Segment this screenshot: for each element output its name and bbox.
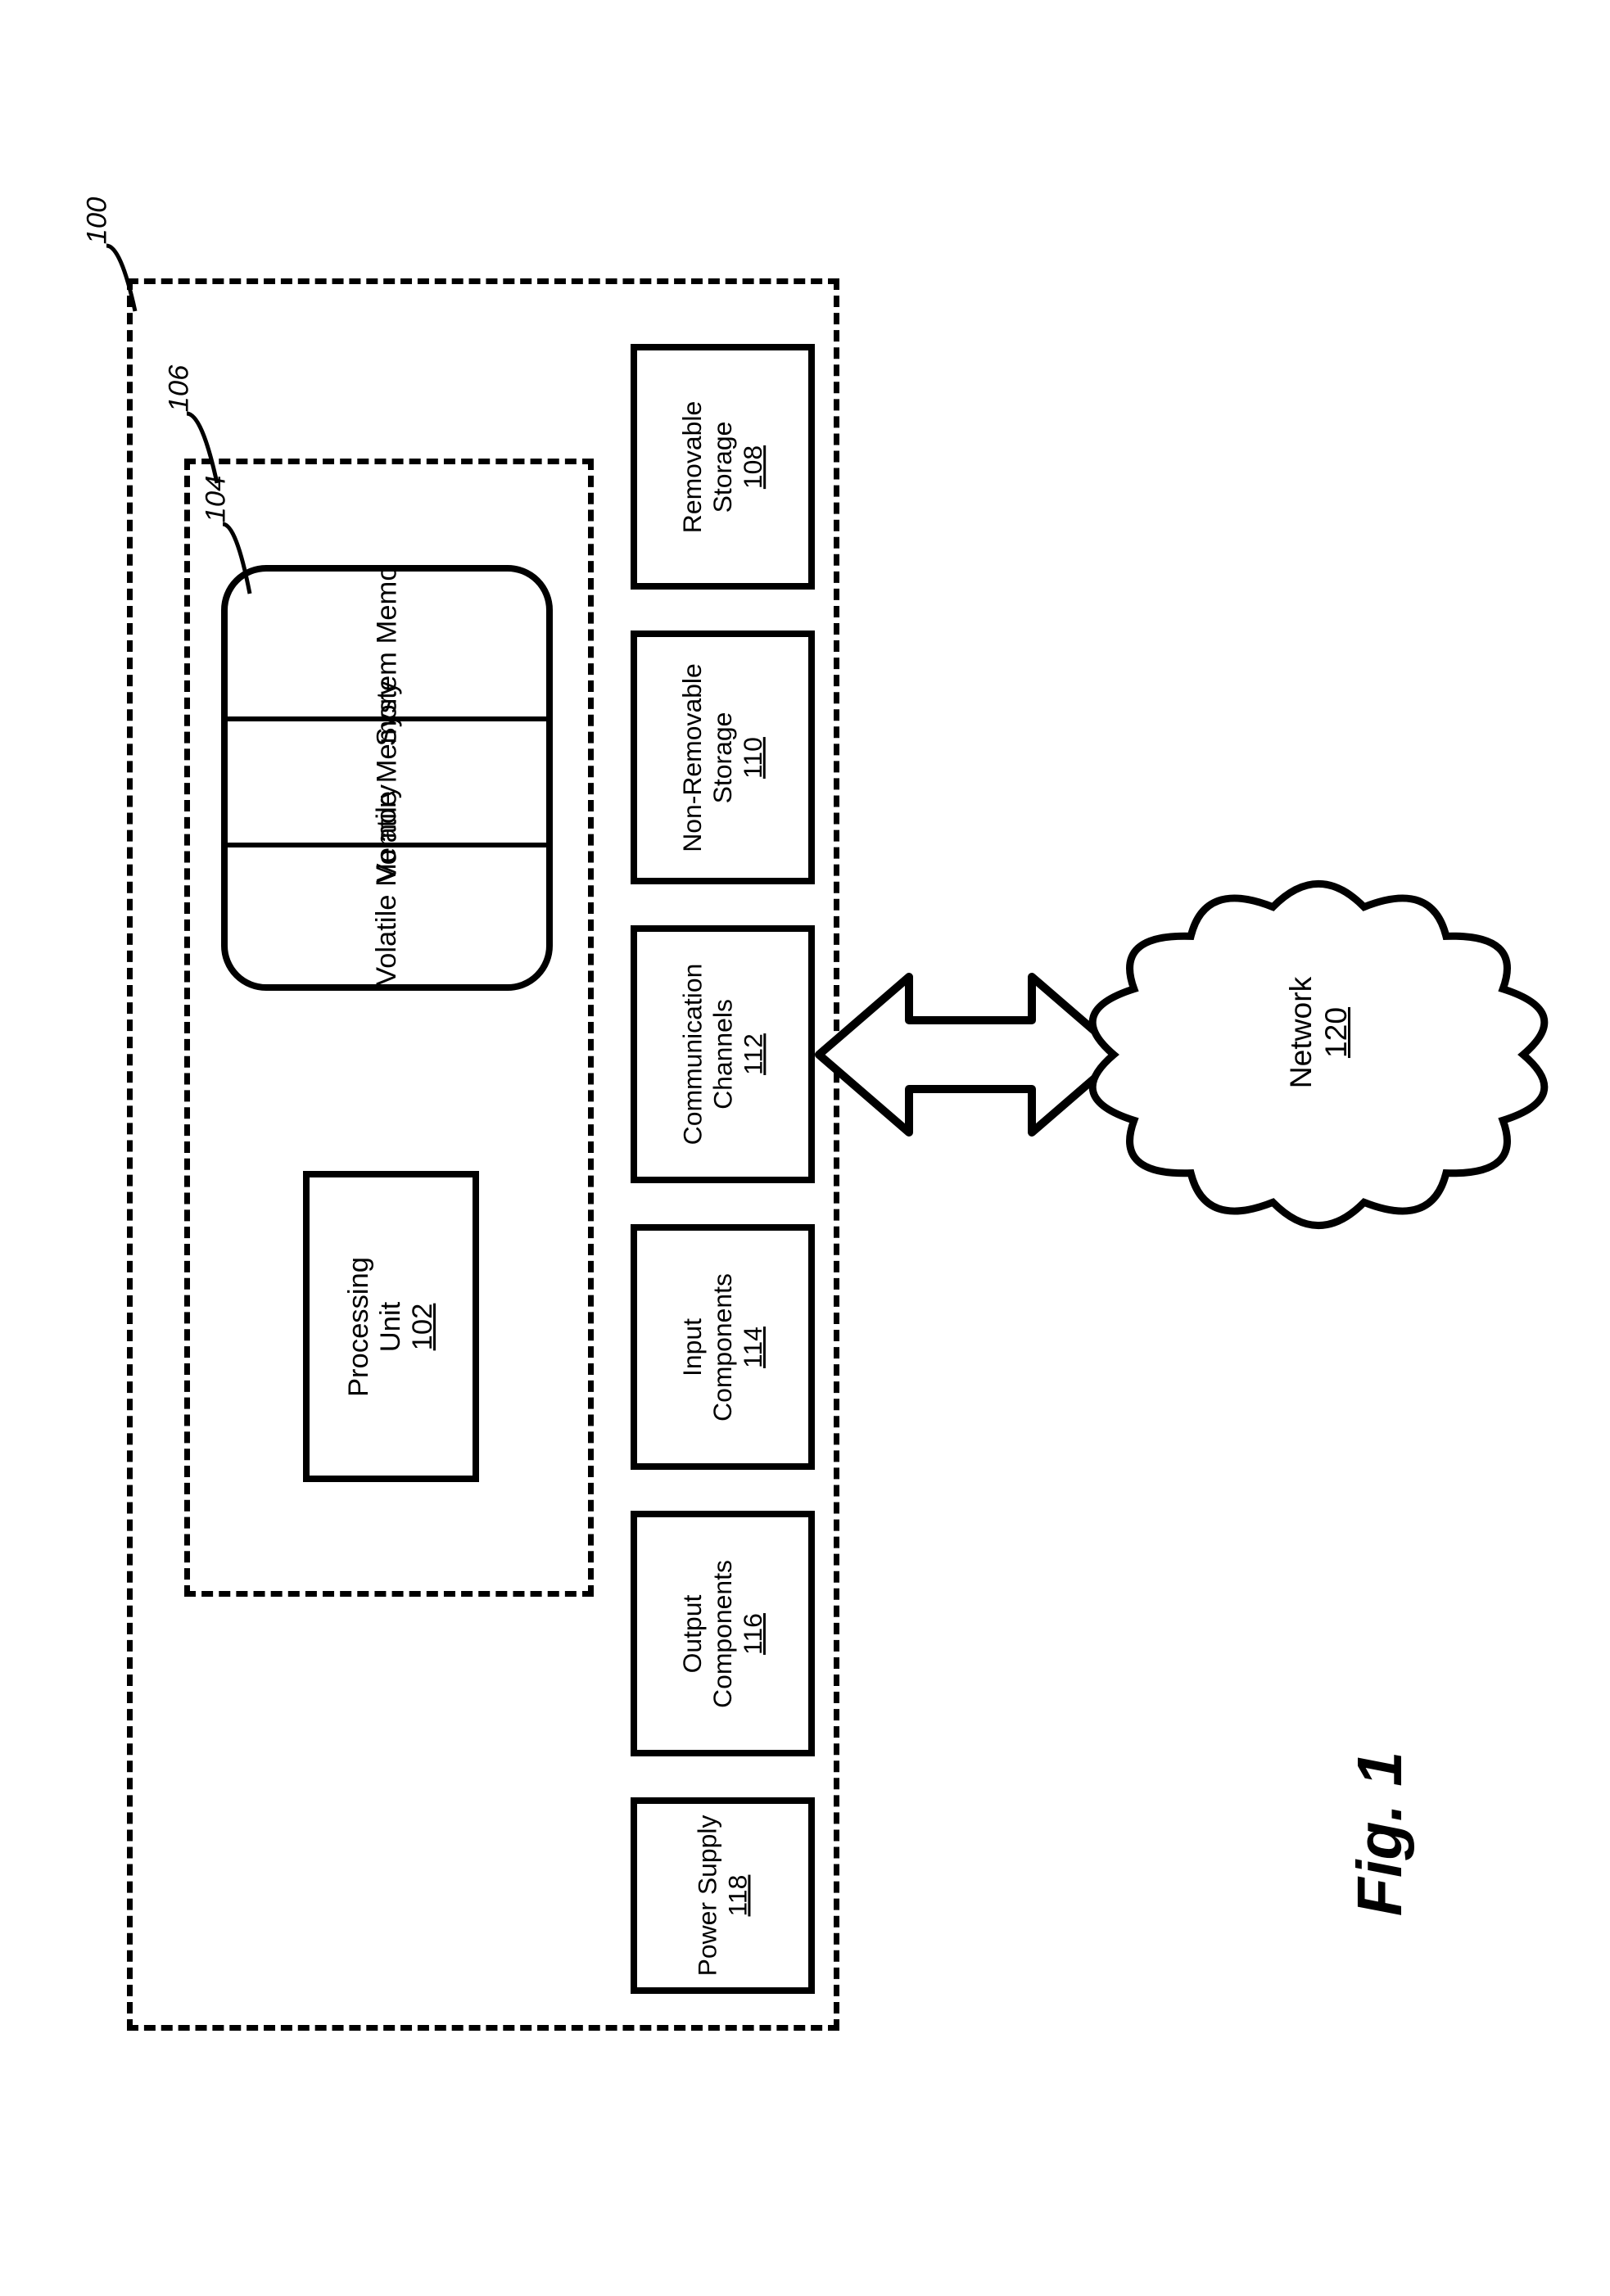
peripheral-label-stack: Non-RemovableStorage110 bbox=[677, 663, 768, 852]
peripheral-ref: 108 bbox=[738, 400, 768, 532]
peripheral-block: Power Supply118 bbox=[631, 1797, 815, 1994]
peripheral-block: OutputComponents116 bbox=[631, 1511, 815, 1756]
processing-label-1: Processing bbox=[343, 1256, 375, 1396]
peripheral-label-stack: CommunicationChannels112 bbox=[677, 964, 768, 1146]
peripheral-block: Non-RemovableStorage110 bbox=[631, 630, 815, 884]
diagram-canvas: System MemoryVolatile MemoryNon-Volatile… bbox=[0, 0, 1610, 2296]
peripheral-label-stack: RemovableStorage108 bbox=[677, 400, 768, 532]
peripheral-label-line: Removable bbox=[677, 400, 708, 532]
peripheral-label-line: Non-Removable bbox=[677, 663, 708, 852]
peripheral-label-line: Storage bbox=[708, 663, 738, 852]
peripheral-label-line: Components bbox=[708, 1273, 738, 1421]
peripheral-ref: 116 bbox=[738, 1560, 768, 1708]
peripheral-block: InputComponents114 bbox=[631, 1224, 815, 1470]
processing-label-2: Unit bbox=[375, 1256, 407, 1396]
peripheral-ref: 112 bbox=[738, 964, 768, 1146]
peripheral-label-line: Output bbox=[677, 1560, 708, 1708]
ref-inner: 106 bbox=[163, 365, 195, 413]
cloud-ref: 120 bbox=[1318, 967, 1354, 1098]
peripheral-label-line: Communication bbox=[677, 964, 708, 1146]
figure-label: Fig. 1 bbox=[1344, 1751, 1417, 1916]
network-cloud-label: Network 120 bbox=[1283, 967, 1354, 1098]
processing-ref: 102 bbox=[407, 1256, 439, 1396]
processing-unit-block: Processing Unit 102 bbox=[303, 1171, 479, 1482]
peripheral-label-stack: OutputComponents116 bbox=[677, 1560, 768, 1708]
peripheral-label-line: Storage bbox=[708, 400, 738, 532]
peripheral-label-stack: InputComponents114 bbox=[677, 1273, 768, 1421]
peripheral-ref: 118 bbox=[722, 1815, 753, 1977]
ref-memory: 104 bbox=[200, 476, 232, 523]
cloud-name: Network bbox=[1283, 967, 1318, 1098]
peripheral-label-line: Power Supply bbox=[692, 1815, 722, 1977]
peripheral-block: RemovableStorage108 bbox=[631, 344, 815, 590]
memory-row-label: Non-Volatile Memory bbox=[371, 784, 403, 991]
peripheral-label-line: Input bbox=[677, 1273, 708, 1421]
processing-label-stack: Processing Unit 102 bbox=[343, 1256, 439, 1396]
memory-row: Non-Volatile Memory bbox=[228, 843, 546, 984]
peripheral-label-line: Components bbox=[708, 1560, 738, 1708]
peripheral-ref: 114 bbox=[738, 1273, 768, 1421]
peripheral-label-line: Channels bbox=[708, 964, 738, 1146]
peripheral-label-stack: Power Supply118 bbox=[692, 1815, 753, 1977]
peripheral-ref: 110 bbox=[738, 663, 768, 852]
ref-device: 100 bbox=[81, 197, 113, 245]
peripheral-block: CommunicationChannels112 bbox=[631, 925, 815, 1183]
system-memory-block: System MemoryVolatile MemoryNon-Volatile… bbox=[221, 565, 553, 991]
